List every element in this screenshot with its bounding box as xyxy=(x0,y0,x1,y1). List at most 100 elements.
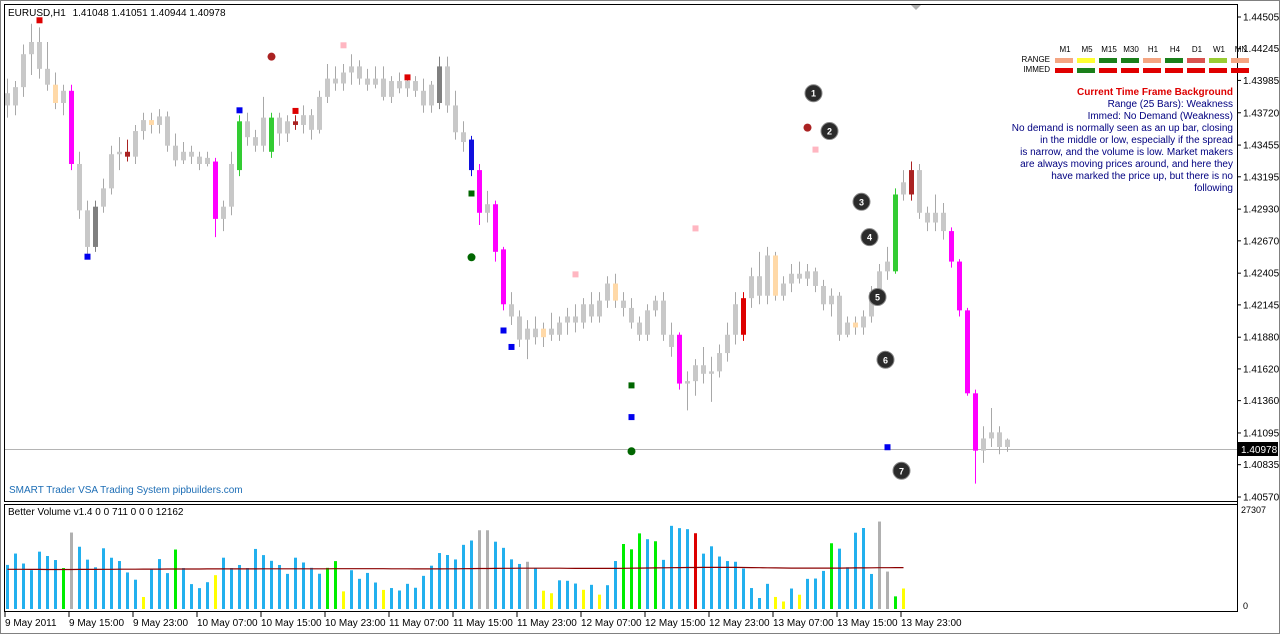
volume-bar xyxy=(710,546,713,609)
volume-bar xyxy=(342,591,345,609)
volume-bar xyxy=(750,588,753,609)
time-tick-label: 10 May 23:00 xyxy=(325,618,386,629)
price-tick-label: 1.43195 xyxy=(1243,172,1280,183)
annotation-number: 7 xyxy=(899,466,904,476)
candle-body xyxy=(869,292,874,317)
annotation-number: 6 xyxy=(883,355,888,365)
volume-bar xyxy=(398,590,401,609)
volume-bar xyxy=(382,589,385,609)
candle-body xyxy=(621,300,626,308)
time-axis: 9 May 2011 9 May 15:00 9 May 23:00 10 May 0… xyxy=(4,612,962,629)
candle-body xyxy=(397,81,402,89)
volume-max-label: 27307 xyxy=(1241,505,1266,515)
volume-bar xyxy=(238,564,241,609)
volume-bar xyxy=(646,539,649,609)
volume-bar xyxy=(870,573,873,609)
candle-body xyxy=(645,310,650,335)
ohlc-text: 1.41048 1.41051 1.40944 1.40978 xyxy=(73,8,226,19)
volume-bar xyxy=(142,596,145,609)
candle-body xyxy=(109,154,114,189)
candle-body xyxy=(557,322,562,335)
volume-bar xyxy=(302,562,305,609)
volume-bar xyxy=(334,561,337,609)
candle-body xyxy=(853,322,858,328)
volume-bar xyxy=(822,570,825,609)
candle-body xyxy=(965,310,970,394)
candle-body xyxy=(781,283,786,296)
volume-average-line xyxy=(7,566,904,571)
time-tick-label: 12 May 15:00 xyxy=(645,618,706,629)
chart-shift-marker[interactable] xyxy=(911,5,921,10)
timeframe-status-cell xyxy=(1143,58,1161,63)
candle-body xyxy=(69,90,74,164)
info-desc-line: following xyxy=(1194,183,1233,194)
candle-body xyxy=(893,194,898,272)
timeframe-column-label: H1 xyxy=(1148,45,1159,54)
timeframe-column-label: D1 xyxy=(1192,45,1203,54)
candle-body xyxy=(405,81,410,89)
signal-dot xyxy=(803,123,812,132)
candle-body xyxy=(29,42,34,55)
timeframe-status-cell xyxy=(1165,68,1183,73)
candle-body xyxy=(813,271,818,286)
candle-body xyxy=(125,151,130,157)
volume-bar xyxy=(702,553,705,609)
signal-dot xyxy=(467,253,476,262)
volume-bar xyxy=(30,570,33,609)
candle-body xyxy=(933,212,938,223)
candle-body xyxy=(605,283,610,301)
timeframe-status-cell xyxy=(1187,68,1205,73)
volume-bar xyxy=(582,589,585,609)
volume-bar xyxy=(550,593,553,609)
candle-body xyxy=(429,84,434,106)
time-tick-label: 12 May 23:00 xyxy=(709,618,770,629)
timeframe-status-cell xyxy=(1165,58,1183,63)
candle-body xyxy=(189,151,194,157)
candle-body xyxy=(973,393,978,451)
candle-body xyxy=(845,322,850,335)
time-tick-label: 13 May 23:00 xyxy=(901,618,962,629)
timeframe-status-cell xyxy=(1231,68,1249,73)
candle-body xyxy=(133,131,138,157)
candle-body xyxy=(821,285,826,305)
volume-bar xyxy=(294,557,297,609)
candle-body xyxy=(485,204,490,213)
timeframe-column-label: MN xyxy=(1235,45,1248,54)
candle-body xyxy=(301,115,306,125)
volume-bar xyxy=(62,568,65,609)
time-tick-label: 13 May 07:00 xyxy=(773,618,834,629)
price-tick-label: 1.43720 xyxy=(1243,108,1280,119)
candle-body xyxy=(253,137,258,146)
candle-body xyxy=(997,432,1002,447)
annotation-number: 3 xyxy=(859,197,864,207)
volume-bar xyxy=(326,567,329,609)
volume-bar xyxy=(630,549,633,609)
volume-bar xyxy=(230,568,233,609)
candle-body xyxy=(341,72,346,84)
volume-bar xyxy=(790,588,793,609)
candle-body xyxy=(453,105,458,133)
volume-bar xyxy=(726,561,729,609)
volume-bar xyxy=(894,596,897,609)
candle-body xyxy=(461,132,466,143)
volume-bar xyxy=(854,532,857,609)
candle-body xyxy=(173,145,178,161)
volume-bar xyxy=(574,583,577,609)
info-desc-line: is narrow, and the volume is low. Market… xyxy=(1020,147,1233,158)
volume-bar xyxy=(286,573,289,609)
timeframe-status-cell xyxy=(1055,68,1073,73)
timeframe-status-cell xyxy=(1187,58,1205,63)
volume-bar xyxy=(526,561,529,609)
candle-body xyxy=(581,304,586,323)
price-tick-label: 1.42405 xyxy=(1243,269,1280,280)
volume-bar xyxy=(662,559,665,609)
info-desc-line: have marked the price up, but there is n… xyxy=(1051,171,1233,182)
price-tick-label: 1.41620 xyxy=(1243,364,1280,375)
price-axis: 1.44505 1.44245 1.43985 1.43720 1.43455 1.431… xyxy=(1237,13,1280,504)
info-desc-line: in the middle or low, especially if the … xyxy=(1040,135,1233,146)
time-tick-label: 11 May 07:00 xyxy=(389,618,449,629)
volume-bar xyxy=(470,540,473,609)
candle-body xyxy=(21,54,26,88)
volume-bar xyxy=(318,573,321,609)
volume-bar xyxy=(438,553,441,609)
